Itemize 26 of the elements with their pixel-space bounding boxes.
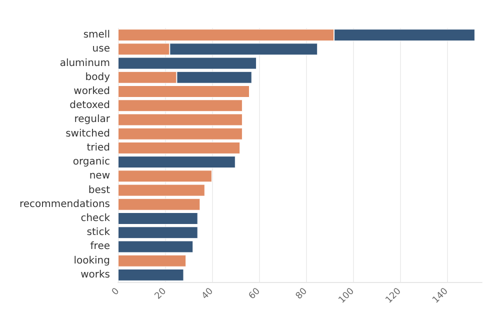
y-tick-label: organic — [72, 156, 110, 168]
y-tick-label: check — [80, 213, 110, 224]
y-tick-label: use — [92, 44, 110, 55]
x-tick-label: 40 — [200, 286, 216, 302]
y-tick-label: stick — [86, 227, 110, 238]
y-tick-label: regular — [74, 114, 111, 126]
x-tick-label: 140 — [431, 286, 451, 306]
x-tick-label: 80 — [294, 286, 310, 302]
x-tick-label: 20 — [153, 286, 169, 302]
y-tick-label: best — [88, 184, 110, 196]
y-tick-label: smell — [83, 30, 110, 41]
x-tick-label: 120 — [384, 286, 404, 306]
y-tick-label: detoxed — [70, 100, 110, 112]
x-tick-label: 60 — [247, 286, 263, 302]
x-tick-label: 100 — [337, 286, 357, 306]
y-tick-label: looking — [74, 255, 110, 266]
y-tick-label: works — [80, 269, 110, 280]
y-tick-label: worked — [74, 86, 110, 97]
y-tick-label: free — [90, 241, 110, 252]
y-tick-label: switched — [66, 128, 110, 140]
y-tick-label: body — [85, 72, 110, 83]
y-tick-label: tried — [86, 142, 110, 154]
y-tick-label: new — [89, 170, 110, 182]
x-tick-label: 0 — [110, 286, 122, 298]
y-tick-label: recommendations — [20, 198, 110, 210]
y-tick-label: aluminum — [60, 58, 110, 69]
